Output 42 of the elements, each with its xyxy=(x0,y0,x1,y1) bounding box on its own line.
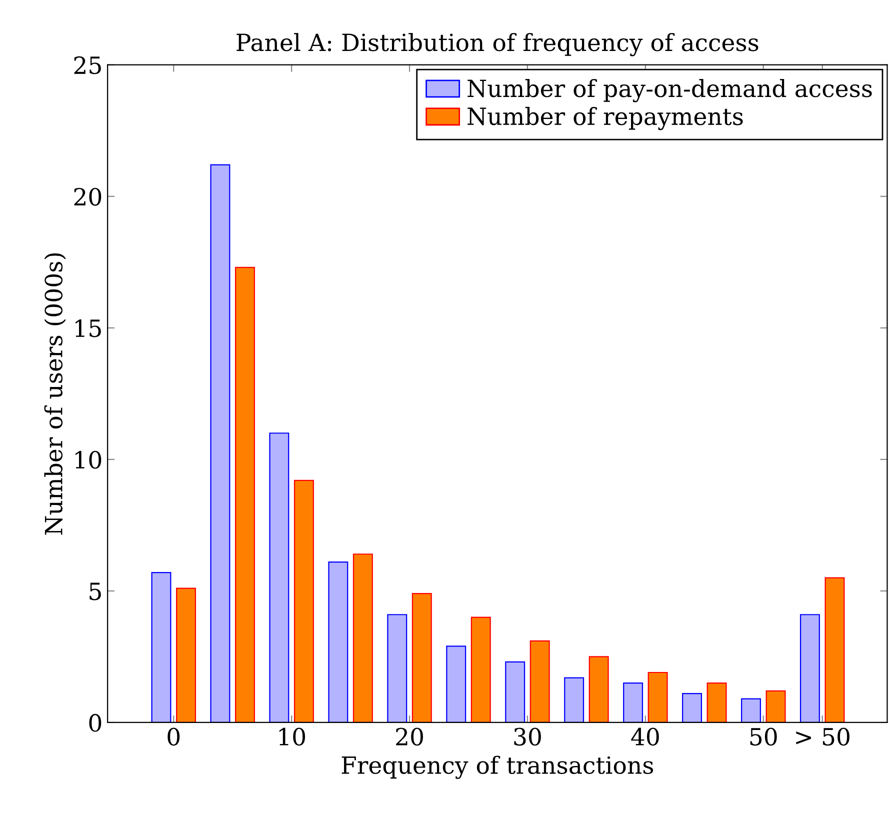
x-tick-label: 0 xyxy=(168,728,180,746)
bar xyxy=(352,554,373,722)
y-tick-label: 25 xyxy=(74,56,101,74)
bar xyxy=(800,614,820,722)
bar xyxy=(623,682,644,722)
bar xyxy=(766,690,786,722)
bar xyxy=(269,432,290,722)
legend-label: Number of pay-on-demand access xyxy=(468,79,872,102)
y-tick-label: 15 xyxy=(76,319,101,338)
bar xyxy=(741,698,761,722)
bar xyxy=(706,682,727,722)
bar xyxy=(412,593,432,722)
y-axis-title: Number of users (000s) xyxy=(44,253,66,535)
x-axis-title: Frequency of transactions xyxy=(342,756,654,779)
bar xyxy=(151,572,172,722)
bar xyxy=(682,692,702,722)
bar xyxy=(294,480,314,722)
y-tick-label: 0 xyxy=(89,714,102,732)
bar xyxy=(446,646,466,722)
y-tick-label: 10 xyxy=(76,450,102,469)
bar xyxy=(588,656,609,722)
bar xyxy=(648,672,668,722)
bar xyxy=(564,677,584,722)
bar xyxy=(328,561,348,722)
x-tick-label: 30 xyxy=(514,728,541,746)
chart-title: Panel A: Distribution of frequency of access xyxy=(236,33,758,56)
x-tick-label: 10 xyxy=(279,728,306,746)
y-tick-label: 5 xyxy=(90,582,101,600)
x-tick-label: > 50 xyxy=(796,728,850,746)
bar xyxy=(176,588,196,722)
bar xyxy=(210,164,230,722)
legend-label: Number of repayments xyxy=(468,106,743,130)
x-tick-label: 40 xyxy=(631,728,659,746)
y-tick-label: 20 xyxy=(74,188,102,206)
x-tick-label: 20 xyxy=(396,728,423,746)
bar xyxy=(234,266,255,722)
bar xyxy=(470,616,491,722)
bar xyxy=(505,661,526,722)
x-tick-label: 50 xyxy=(750,728,777,746)
bar xyxy=(387,614,408,722)
bar xyxy=(530,640,550,722)
bar xyxy=(824,577,845,722)
